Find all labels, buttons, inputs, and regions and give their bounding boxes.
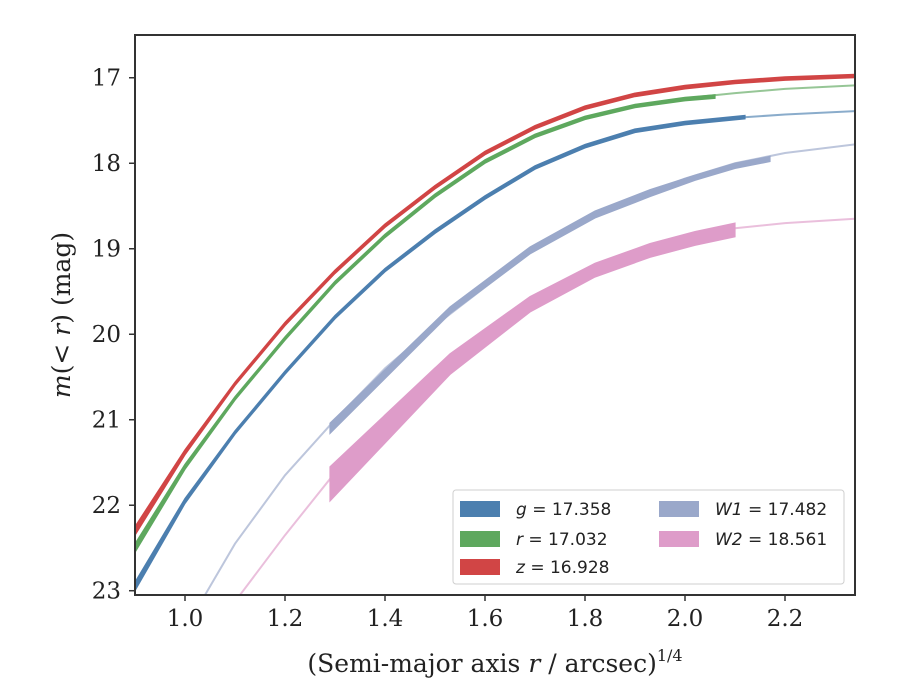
legend-label: z = 16.928: [515, 558, 609, 578]
x-tick-label: 1.6: [467, 606, 504, 632]
legend-swatch: [460, 559, 500, 575]
x-tick-label: 1.2: [267, 606, 304, 632]
y-tick-label: 22: [92, 493, 121, 519]
data-band: [329, 222, 736, 503]
legend-swatch: [659, 501, 699, 517]
x-axis-label: (Semi-major axis r / arcsec)1/4: [307, 646, 682, 678]
axes-layer: 1.0 1.2 1.4 1.6 1.8 2.0 2.2 17 18 19 20 21 22 23: [92, 66, 804, 632]
legend-swatch: [460, 531, 500, 547]
y-tick-label: 17: [92, 66, 121, 92]
y-axis-label: m(< r) (mag): [47, 232, 76, 398]
y-tick-label: 21: [92, 408, 121, 434]
data-band: [135, 94, 716, 554]
series-r: [135, 84, 855, 554]
legend-entry-z: z = 16.928: [460, 558, 609, 578]
x-tick-label: 1.4: [367, 606, 404, 632]
legend-entry-W2: W2 = 18.561: [659, 530, 827, 550]
legend-label: W1 = 17.482: [715, 500, 827, 520]
legend-swatch: [659, 531, 699, 547]
legend-label: g = 17.358: [516, 500, 611, 520]
series-g: [135, 110, 855, 592]
model-curve: [135, 75, 855, 532]
legend-label: r = 17.032: [516, 530, 608, 550]
legend-entry-g: g = 17.358: [460, 500, 611, 520]
x-tick-label: 2.0: [667, 606, 704, 632]
legend-frame: [452, 489, 845, 585]
legend-swatch: [460, 501, 500, 517]
y-tick-label: 20: [92, 322, 121, 348]
data-band: [329, 155, 771, 435]
legend: g = 17.358 r = 17.032 z = 16.928 W1 = 17.48…: [452, 489, 845, 585]
plot-frame: [134, 34, 856, 596]
legend-label: W2 = 18.561: [715, 530, 827, 550]
y-tick-label: 19: [92, 237, 121, 263]
y-tick-label: 18: [92, 151, 121, 177]
x-tick-label: 1.0: [167, 606, 204, 632]
legend-entry-r: r = 17.032: [460, 530, 608, 550]
series-z: [135, 73, 855, 537]
y-tick-label: 23: [92, 579, 121, 605]
series-W2: [239, 217, 855, 595]
series-W1: [204, 143, 855, 595]
series-layer: [135, 73, 855, 595]
x-tick-label: 1.8: [567, 606, 604, 632]
legend-entry-W1: W1 = 17.482: [659, 500, 827, 520]
data-band: [135, 114, 746, 592]
data-band: [135, 73, 855, 537]
x-tick-label: 2.2: [767, 606, 804, 632]
